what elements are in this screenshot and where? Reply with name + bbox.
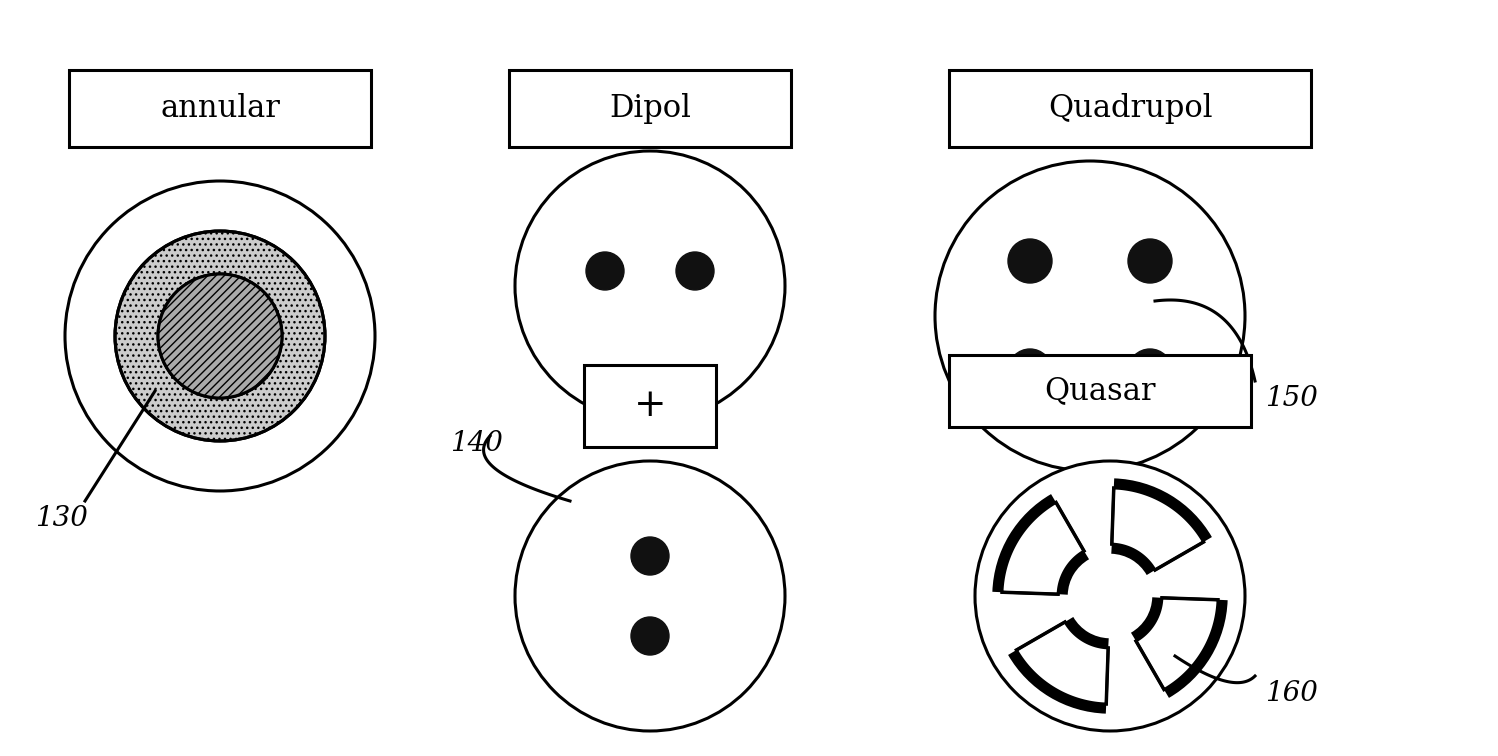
FancyBboxPatch shape <box>950 355 1251 427</box>
Circle shape <box>1008 239 1052 283</box>
Polygon shape <box>1135 598 1218 689</box>
Polygon shape <box>1017 622 1109 704</box>
Text: Dipol: Dipol <box>610 93 691 124</box>
Circle shape <box>935 161 1245 471</box>
Text: +: + <box>634 388 667 425</box>
Circle shape <box>631 537 670 575</box>
Circle shape <box>157 274 282 398</box>
FancyBboxPatch shape <box>69 70 372 147</box>
Text: annular: annular <box>160 93 280 124</box>
Circle shape <box>515 151 785 421</box>
Polygon shape <box>1112 488 1203 570</box>
Circle shape <box>631 617 670 655</box>
Circle shape <box>586 252 625 290</box>
Text: Quadrupol: Quadrupol <box>1047 93 1212 124</box>
Circle shape <box>515 461 785 731</box>
Circle shape <box>975 461 1245 731</box>
Text: 130: 130 <box>34 505 88 532</box>
Text: 160: 160 <box>1264 680 1318 707</box>
FancyBboxPatch shape <box>950 70 1311 147</box>
FancyBboxPatch shape <box>584 365 716 447</box>
Wedge shape <box>115 231 325 441</box>
Text: Quasar: Quasar <box>1044 376 1156 407</box>
Circle shape <box>1008 349 1052 393</box>
Circle shape <box>676 252 715 290</box>
FancyBboxPatch shape <box>509 70 791 147</box>
Circle shape <box>64 181 374 491</box>
Polygon shape <box>1002 503 1085 594</box>
Circle shape <box>1128 349 1171 393</box>
Circle shape <box>1128 239 1171 283</box>
Text: 150: 150 <box>1264 385 1318 412</box>
Text: 140: 140 <box>449 430 503 457</box>
